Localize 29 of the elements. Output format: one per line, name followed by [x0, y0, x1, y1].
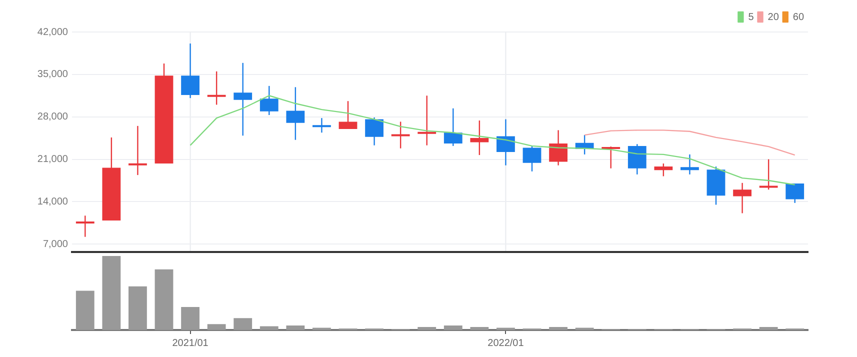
candlestick [128, 126, 147, 176]
y-tick-label: 7,000 [42, 238, 68, 250]
bar [128, 286, 147, 330]
y-tick-label: 42,000 [37, 26, 68, 38]
y-tick-label: 14,000 [37, 196, 68, 208]
bar [759, 327, 778, 330]
bar [154, 269, 174, 330]
candlestick [733, 182, 752, 214]
bar [470, 327, 489, 330]
y-tick-label: 21,000 [37, 154, 68, 166]
bar [286, 326, 305, 330]
candlestick [312, 118, 331, 133]
x-tick-label: 2021/01 [172, 338, 209, 349]
bar [102, 256, 121, 330]
candlestick [680, 154, 699, 174]
y-tick-label: 35,000 [37, 69, 68, 80]
bar [549, 327, 568, 330]
bar [181, 307, 200, 330]
bar [76, 290, 94, 330]
bar [444, 326, 462, 330]
legend-label: 5 [748, 12, 754, 23]
legend-label: 20 [768, 12, 780, 23]
legend-label: 60 [792, 12, 804, 23]
bar [207, 324, 226, 330]
x-tick-label: 2022/01 [488, 338, 524, 349]
bar [234, 318, 252, 330]
y-tick-label: 28,000 [37, 112, 68, 123]
bar [260, 326, 278, 330]
bar [418, 327, 436, 330]
